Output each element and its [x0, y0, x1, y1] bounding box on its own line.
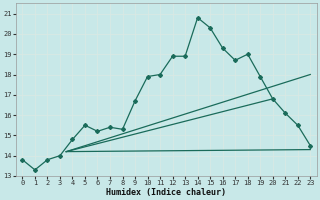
X-axis label: Humidex (Indice chaleur): Humidex (Indice chaleur)	[106, 188, 226, 197]
